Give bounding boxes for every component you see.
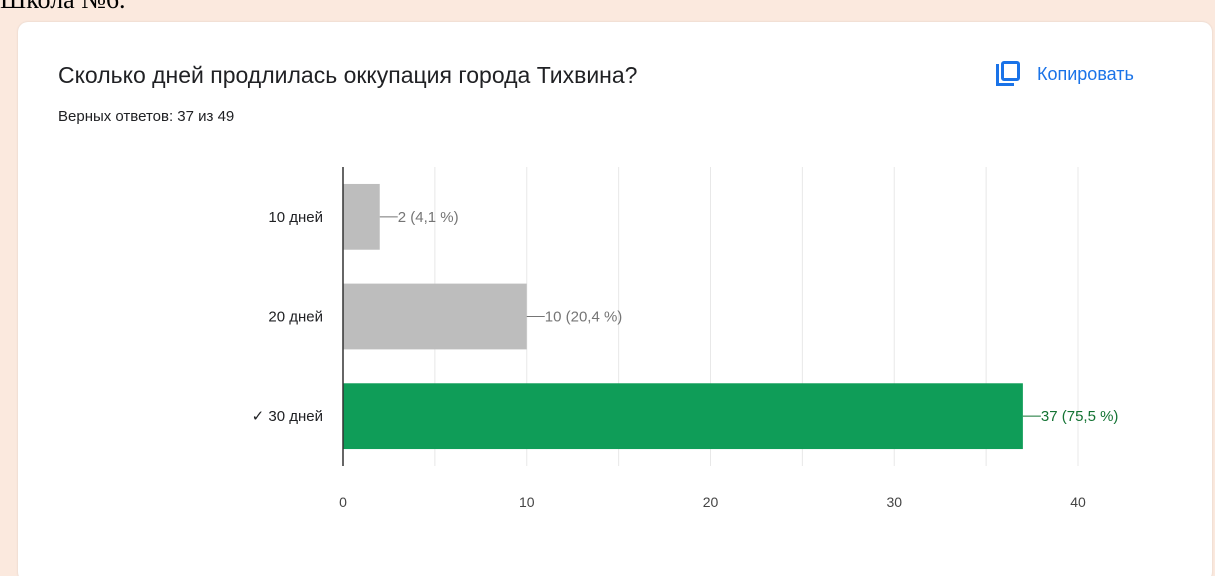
answers-bar-chart: 0 10 20 30 40 10 дней 2 (4,1 %) 20 дней 10 (20,…: [18, 22, 1212, 576]
bar-3: [343, 383, 1023, 449]
category-label: ✓ 30 дней: [252, 408, 323, 425]
bar-2: [343, 284, 527, 350]
data-label: 10 (20,4 %): [545, 309, 623, 326]
data-label: 2 (4,1 %): [398, 209, 459, 226]
question-summary-card: Сколько дней продлилась оккупация города…: [18, 22, 1212, 576]
category-label: 20 дней: [268, 309, 323, 326]
data-label: 37 (75,5 %): [1041, 408, 1119, 425]
x-tick-label: 30: [886, 494, 902, 510]
category-label: 10 дней: [268, 209, 323, 226]
bar-1: [343, 184, 380, 250]
x-tick-label: 0: [339, 494, 347, 510]
x-tick-label: 10: [519, 494, 535, 510]
page-heading: Школа №6.: [0, 0, 126, 15]
x-tick-label: 40: [1070, 494, 1086, 510]
x-tick-label: 20: [703, 494, 719, 510]
